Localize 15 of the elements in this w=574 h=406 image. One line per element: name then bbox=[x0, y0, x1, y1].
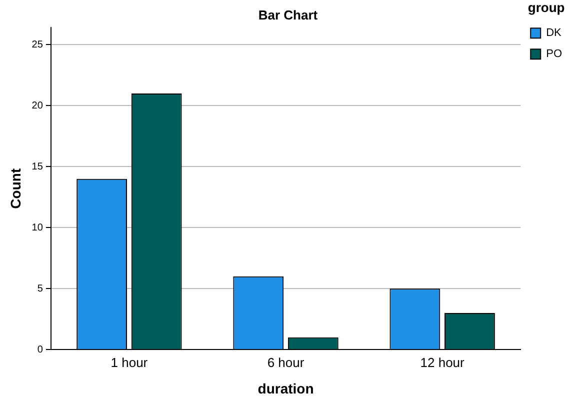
x-tick-label: 6 hour bbox=[267, 354, 305, 370]
y-tick-label: 10 bbox=[32, 222, 44, 234]
legend-label: PO bbox=[546, 48, 562, 60]
x-axis-title: duration bbox=[258, 380, 314, 396]
y-tick-label: 0 bbox=[37, 344, 44, 356]
x-tick-label: 12 hour bbox=[420, 354, 466, 370]
y-tick-label: 20 bbox=[32, 100, 44, 112]
y-tick-label: 15 bbox=[32, 161, 44, 172]
legend-label: DK bbox=[546, 27, 562, 40]
x-tick-label: 1 hour bbox=[110, 354, 148, 370]
legend-title: group bbox=[528, 0, 565, 16]
y-tick-label: 25 bbox=[32, 39, 44, 50]
y-tick-label: 5 bbox=[37, 283, 44, 294]
chart-title: Bar Chart bbox=[258, 7, 318, 22]
y-axis-title: Count bbox=[7, 168, 24, 209]
